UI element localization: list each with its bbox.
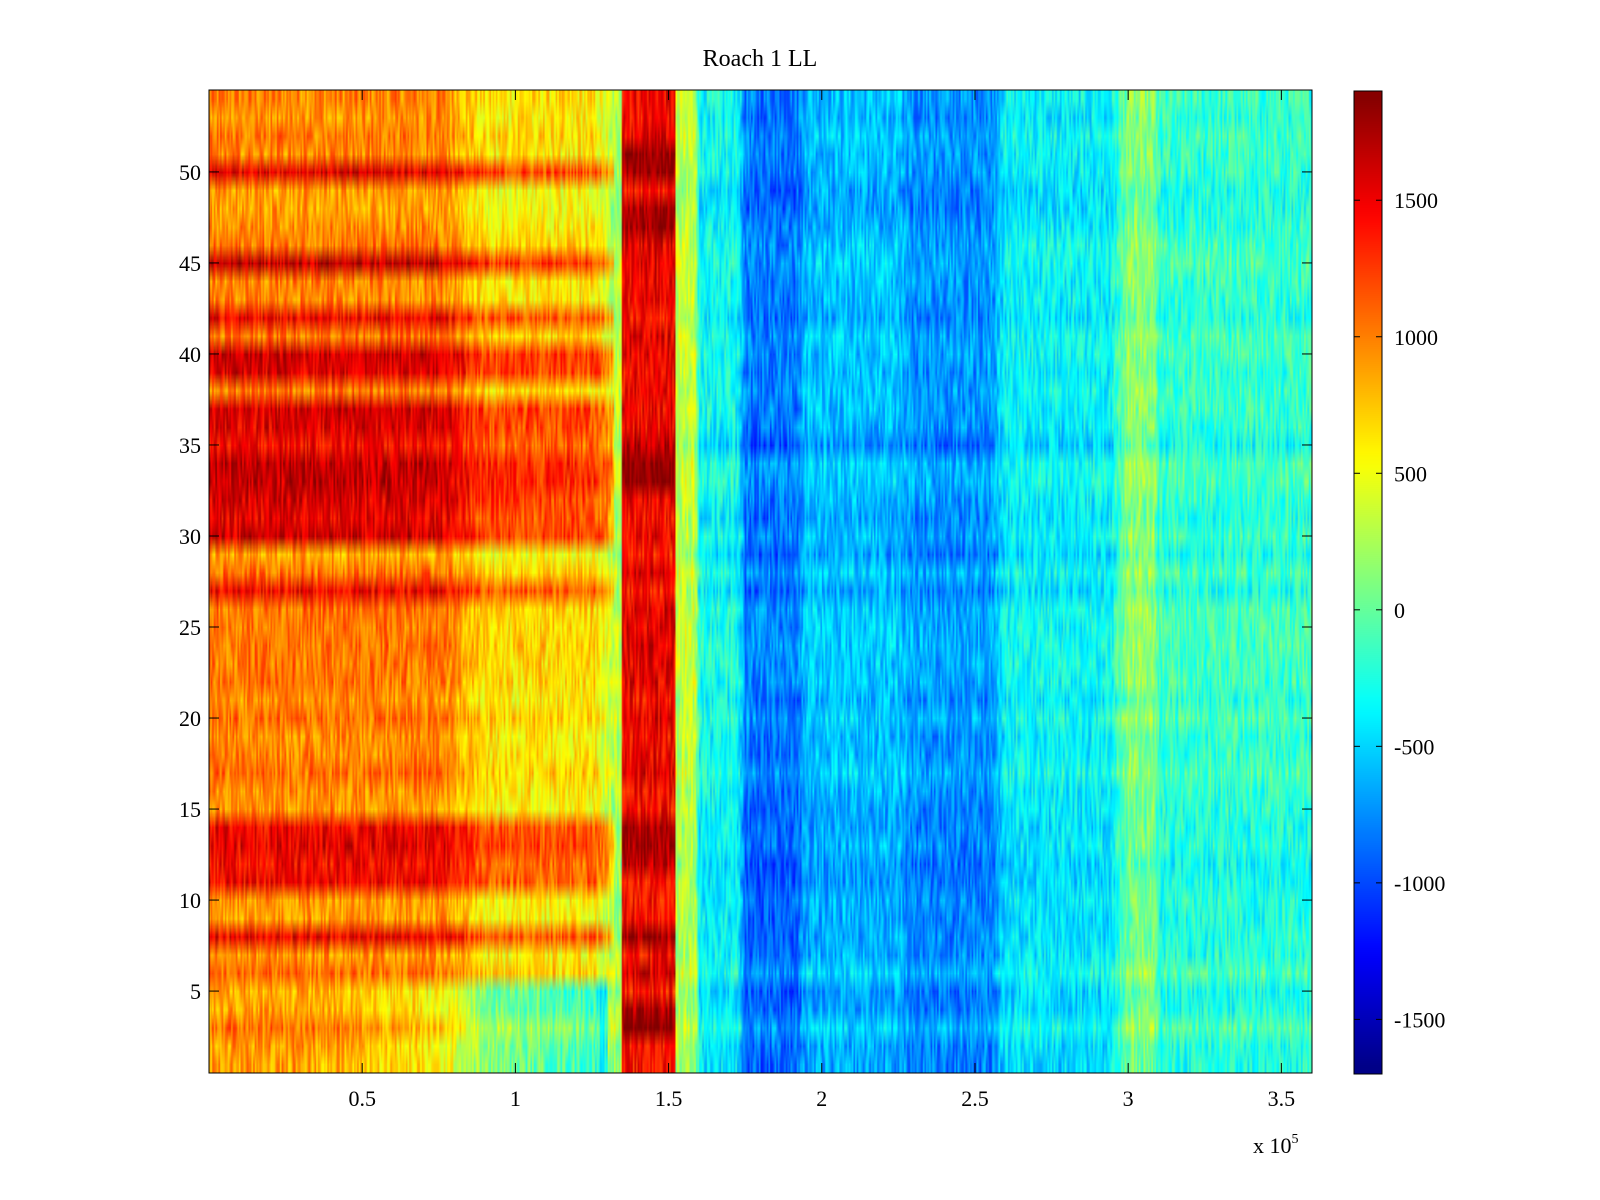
x-tick-label: 1 bbox=[510, 1086, 521, 1111]
colorbar-tick-label: -1500 bbox=[1394, 1007, 1445, 1032]
x-exponent-label: x 105 bbox=[1253, 1132, 1299, 1158]
x-tick-label: 2 bbox=[816, 1086, 827, 1111]
colorbar-frame bbox=[1353, 90, 1383, 1075]
colorbar-gradient bbox=[1354, 91, 1382, 1074]
colorbar-tick-label: 1000 bbox=[1394, 325, 1438, 350]
x-tick-label: 0.5 bbox=[348, 1086, 376, 1111]
x-axis: 0.5 1 1.5 2 2.5 3 3.5 bbox=[348, 90, 1295, 1111]
x-tick-label: 3.5 bbox=[1268, 1086, 1296, 1111]
y-tick-label: 35 bbox=[179, 433, 201, 458]
heatmap-image bbox=[209, 90, 1312, 1073]
y-tick-label: 40 bbox=[179, 342, 201, 367]
y-tick-label: 25 bbox=[179, 615, 201, 640]
colorbar-ticks: -1500 -1000 -500 0 500 1000 1500 bbox=[1354, 188, 1445, 1032]
x-tick-label: 1.5 bbox=[655, 1086, 683, 1111]
colorbar-tick-label: 500 bbox=[1394, 461, 1427, 486]
y-tick-label: 50 bbox=[179, 160, 201, 185]
y-tick-label: 10 bbox=[179, 888, 201, 913]
y-tick-label: 45 bbox=[179, 251, 201, 276]
colorbar-tick-label: 1500 bbox=[1394, 188, 1438, 213]
colorbar-tick-label: -1000 bbox=[1394, 871, 1445, 896]
plot-area bbox=[208, 89, 1313, 1074]
colorbar-tick-label: -500 bbox=[1394, 734, 1434, 759]
x-tick-label: 2.5 bbox=[961, 1086, 989, 1111]
plot-frame bbox=[208, 89, 1313, 1074]
colorbar: -1500 -1000 -500 0 500 1000 1500 bbox=[1353, 90, 1445, 1075]
colorbar-tick-label: 0 bbox=[1394, 598, 1405, 623]
y-tick-label: 5 bbox=[190, 979, 201, 1004]
y-tick-label: 20 bbox=[179, 706, 201, 731]
chart-title: Roach 1 LL bbox=[703, 46, 818, 72]
y-tick-label: 15 bbox=[179, 797, 201, 822]
x-tick-label: 3 bbox=[1123, 1086, 1134, 1111]
y-axis: 5 10 15 20 25 30 35 40 45 50 bbox=[179, 160, 1312, 1004]
y-tick-label: 30 bbox=[179, 524, 201, 549]
